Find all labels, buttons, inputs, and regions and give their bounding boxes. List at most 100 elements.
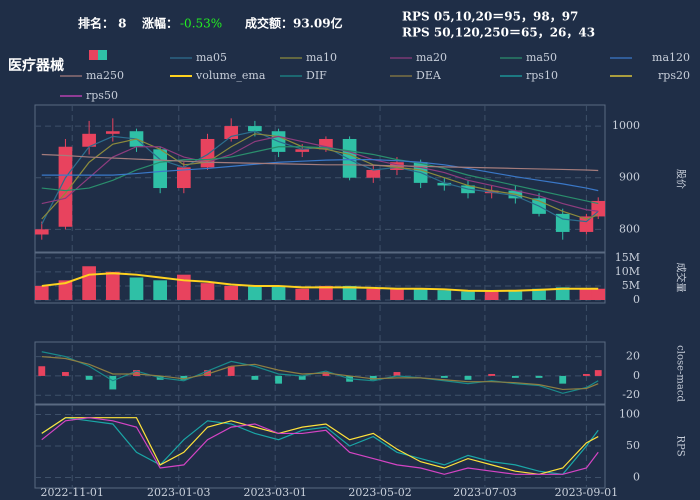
legend-label: ma10	[306, 51, 337, 64]
legend-label: ma120	[652, 51, 690, 64]
macd-bar	[85, 375, 93, 380]
volume-bar	[532, 288, 546, 300]
macd-bar	[393, 372, 401, 376]
macd-bar	[582, 373, 590, 376]
candle-body	[34, 229, 49, 235]
volume-bar	[153, 280, 168, 300]
macd-bar	[38, 366, 46, 376]
volume-bar	[34, 285, 49, 300]
rps-short: RPS 05,10,20＝95，98，97	[402, 10, 578, 24]
y-tick-label: 100	[619, 408, 640, 421]
line	[41, 135, 599, 212]
candle-body	[579, 216, 594, 232]
x-tick-label: 2022-11-01	[40, 486, 103, 499]
candle-body	[105, 131, 120, 134]
legend-label: DEA	[416, 69, 442, 82]
y-axis-label: RPS	[675, 435, 686, 456]
macd-bar	[180, 375, 188, 380]
volume-bar	[579, 288, 594, 300]
macd-bar	[535, 375, 543, 378]
line	[41, 159, 599, 192]
y-tick-label: 0	[633, 470, 640, 483]
y-axis-label: close-macd	[675, 345, 686, 402]
panel-frame	[34, 341, 606, 406]
x-tick-label: 2023-09-01	[555, 486, 618, 499]
y-tick-label: 0	[633, 369, 640, 382]
volume-bar	[484, 291, 499, 300]
rank: 排名： 8	[78, 16, 127, 31]
candle-body	[342, 138, 357, 178]
volume-bar	[413, 288, 428, 300]
macd-bar	[488, 373, 496, 376]
legend-label: ma20	[416, 51, 447, 64]
macd-bar	[559, 375, 567, 384]
candle-body	[591, 200, 606, 217]
change: -0.53%	[180, 17, 222, 31]
turnover: 成交额：93.09亿	[245, 16, 343, 31]
sector: 医疗器械	[8, 57, 64, 74]
volume-bar	[105, 271, 120, 300]
volume-bar	[248, 285, 262, 300]
legend-label: rps20	[658, 69, 690, 82]
candle-body	[153, 149, 168, 189]
macd-bar	[251, 375, 259, 380]
volume-bar	[82, 266, 96, 300]
y-tick-label: 20	[626, 350, 640, 363]
macd-bar	[109, 375, 117, 390]
volume-bar	[555, 287, 570, 300]
volume-bar	[508, 290, 523, 300]
macd-bar	[275, 375, 282, 384]
panel-frame	[34, 104, 606, 254]
legend-label: rps10	[526, 69, 558, 82]
macd-bar	[322, 372, 330, 376]
y-tick-label: 1000	[612, 119, 640, 132]
y-tick-label: 900	[619, 171, 640, 184]
line	[41, 417, 599, 475]
legend-label: ma05	[196, 51, 227, 64]
macd-bar	[204, 370, 211, 376]
volume-bar	[58, 280, 73, 300]
y-tick-label: 5M	[622, 279, 640, 292]
candle-icon	[89, 50, 98, 60]
y-tick-label: 0	[633, 293, 640, 306]
line	[41, 146, 599, 205]
macd-bar	[227, 366, 235, 376]
candle-body	[555, 213, 570, 232]
line	[41, 351, 599, 394]
volume-bar	[295, 288, 310, 300]
y-axis-label: 成交量	[675, 263, 688, 293]
legend-label: DIF	[306, 69, 327, 82]
x-tick-label: 2023-07-03	[453, 486, 516, 499]
legend-label: volume_ema	[195, 69, 266, 82]
line	[41, 417, 599, 475]
volume-bar	[461, 291, 475, 300]
volume-bar	[129, 277, 144, 300]
volume-bar	[366, 288, 381, 300]
x-tick-label: 2023-01-03	[147, 486, 210, 499]
y-tick-label: 10M	[615, 265, 640, 278]
volume-bar	[224, 285, 239, 300]
volume-bar	[271, 285, 286, 300]
candle-body	[248, 126, 262, 132]
macd-bar	[62, 372, 69, 376]
volume-bar	[319, 285, 333, 300]
volume-bar	[200, 283, 215, 300]
candle-body	[177, 167, 191, 189]
macd-bar	[440, 375, 448, 378]
line	[41, 417, 599, 475]
line	[41, 133, 599, 220]
macd-bar	[511, 375, 519, 378]
macd-bar	[298, 375, 306, 380]
macd-bar	[594, 370, 602, 376]
volume-bar	[591, 288, 606, 300]
candle-icon	[98, 50, 107, 60]
y-tick-label: 800	[619, 222, 640, 235]
volume-bar	[177, 274, 191, 300]
x-tick-label: 2023-05-02	[348, 486, 411, 499]
y-axis-label: 股价	[675, 169, 687, 189]
macd-bar	[369, 375, 377, 380]
rps-long: RPS 50,120,250＝65，26，43	[402, 26, 595, 40]
line	[41, 355, 599, 391]
candle-body	[437, 182, 452, 186]
